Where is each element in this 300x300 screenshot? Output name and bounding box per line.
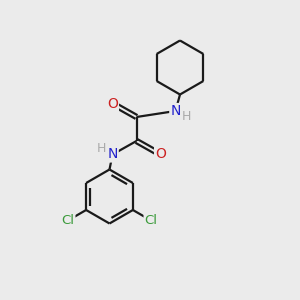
Text: N: N [107, 148, 118, 161]
Text: Cl: Cl [61, 214, 74, 227]
Text: O: O [155, 148, 166, 161]
Text: H: H [182, 110, 192, 123]
Text: Cl: Cl [145, 214, 158, 227]
Text: N: N [170, 104, 181, 118]
Text: H: H [96, 142, 106, 155]
Text: O: O [107, 97, 118, 110]
